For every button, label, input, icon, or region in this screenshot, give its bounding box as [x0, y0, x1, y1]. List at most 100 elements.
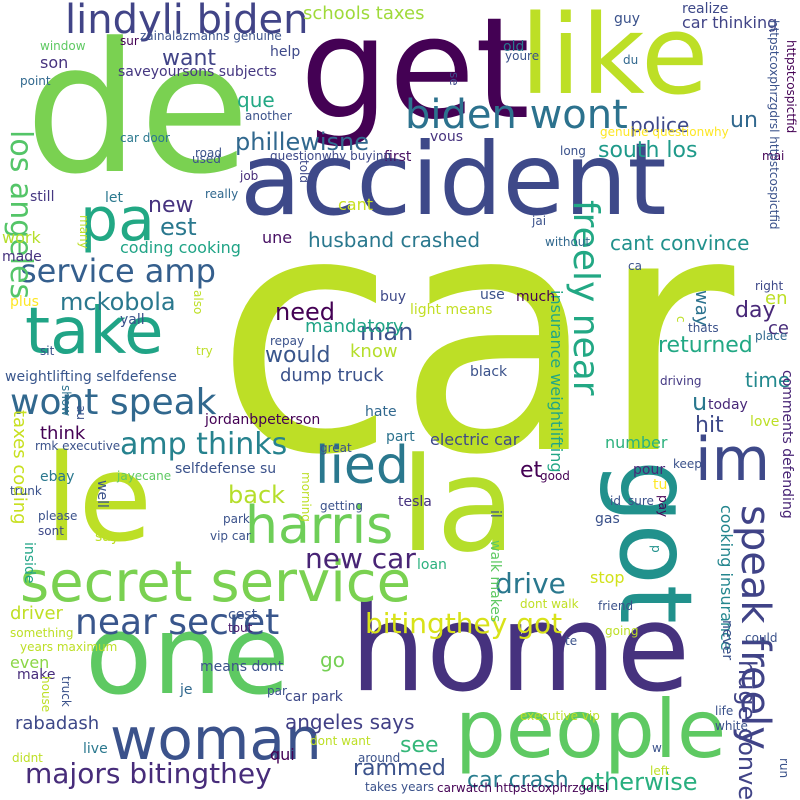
cloud-word: morning: [299, 472, 313, 522]
cloud-word: im: [695, 425, 771, 495]
cloud-word: tesla: [398, 494, 432, 510]
cloud-word: je: [180, 682, 193, 698]
cloud-word: phillewisne: [235, 128, 369, 156]
cloud-word: car thinking: [682, 13, 778, 32]
cloud-word: rammed: [353, 756, 446, 781]
cloud-word: life: [715, 704, 734, 718]
cloud-word: wont speak: [10, 382, 217, 423]
cloud-word: que: [237, 88, 275, 112]
cloud-word: take: [25, 295, 164, 369]
cloud-word: car park: [285, 689, 343, 705]
cloud-word: coding cooking: [120, 238, 241, 257]
cloud-word: left: [650, 764, 670, 778]
cloud-word: schools taxes: [303, 3, 425, 24]
cloud-word: du: [623, 53, 639, 67]
cloud-word: house: [39, 676, 53, 713]
cloud-word: se: [447, 72, 461, 86]
cloud-word: de: [25, 5, 250, 214]
cloud-word: go: [320, 648, 345, 672]
cloud-word: est: [160, 213, 197, 241]
cloud-word: right: [755, 279, 784, 293]
cloud-word: service amp: [20, 252, 216, 290]
cloud-word: gas: [595, 511, 620, 527]
cloud-word: harris: [245, 496, 394, 556]
cloud-word: majors bitingthey: [25, 757, 272, 790]
cloud-word: job: [240, 169, 259, 183]
cloud-word: live: [83, 741, 108, 757]
cloud-word: dont walk: [520, 597, 579, 611]
cloud-word: another: [245, 109, 292, 123]
cloud-word: friend: [598, 599, 634, 613]
cloud-word: comments defending: [779, 370, 795, 519]
cloud-word: guy: [614, 11, 641, 27]
cloud-word: see: [400, 733, 439, 758]
cloud-word: freely near: [565, 200, 606, 396]
cloud-word: didnt: [12, 751, 43, 765]
cloud-word: insurance weightlifting: [547, 290, 566, 473]
cloud-word: jordanbpeterson: [205, 412, 321, 428]
cloud-word: road: [195, 146, 222, 160]
cloud-word: secret service: [20, 550, 412, 615]
cloud-word: run: [777, 758, 791, 779]
cloud-word: un: [730, 108, 758, 133]
cloud-word: id: [610, 494, 621, 508]
cloud-word: saveyoursons subjects: [118, 64, 277, 80]
cloud-word: around: [358, 751, 401, 765]
cloud-word: youre: [505, 49, 540, 63]
cloud-word: hate: [365, 404, 397, 420]
cloud-word: car crash: [467, 768, 569, 793]
cloud-word: use: [480, 287, 505, 303]
cloud-word: amp thinks: [120, 427, 288, 462]
cloud-word: cant convince: [610, 231, 750, 255]
cloud-word: getting: [320, 499, 363, 513]
cloud-word: pour: [633, 462, 666, 478]
cloud-word: mai: [762, 149, 785, 163]
cloud-word: repay: [270, 334, 305, 348]
cloud-word: driving: [660, 374, 702, 388]
cloud-word: know: [350, 341, 398, 362]
cloud-word: light means: [410, 302, 493, 318]
cloud-word: new car: [305, 542, 416, 575]
cloud-word: something: [10, 626, 74, 640]
cloud-word: time: [745, 368, 791, 392]
cloud-word: carwatch httpstcoxphrzgdrsl: [437, 781, 609, 795]
cloud-word: place: [755, 329, 788, 343]
cloud-word: jayecane: [117, 469, 172, 483]
cloud-word: means dont: [200, 659, 284, 675]
cloud-word: told: [297, 160, 311, 183]
cloud-word: let: [105, 190, 123, 206]
cloud-word: rmk executive: [35, 439, 121, 453]
cloud-word: trunk: [10, 484, 42, 498]
cloud-word: returned: [658, 333, 753, 358]
cloud-word: ce: [768, 318, 789, 339]
cloud-word: window: [40, 39, 86, 53]
cloud-word: biden wont: [405, 92, 628, 138]
cloud-word: au: [74, 405, 88, 420]
cloud-word: thats: [688, 321, 719, 335]
cloud-word: south los: [598, 138, 698, 163]
cloud-word: sur: [120, 34, 139, 48]
cloud-word: walk makes: [487, 540, 503, 623]
cloud-word: genuine questionwhy: [600, 125, 729, 139]
cloud-word: et: [520, 458, 543, 483]
cloud-word: u: [692, 388, 708, 416]
cloud-word: old: [503, 39, 525, 55]
cloud-word: good: [540, 469, 570, 483]
cloud-word: point: [20, 74, 51, 88]
cloud-word: en: [765, 288, 788, 309]
cloud-word: httpstcoxphrzgdrsl httpstcospictfid: [767, 20, 781, 230]
cloud-word: pa: [80, 185, 155, 255]
cloud-word: back: [228, 481, 286, 509]
cloud-word: years maximum: [20, 640, 118, 654]
cloud-word: could: [745, 631, 778, 645]
cloud-word: tu: [653, 477, 668, 493]
cloud-word: selfdefense su: [175, 461, 277, 477]
cloud-word: love: [750, 414, 780, 430]
cloud-word: cant: [338, 195, 374, 214]
cloud-word: accident: [240, 121, 667, 238]
cloud-word: get: [300, 0, 530, 151]
cloud-word: loan: [417, 557, 447, 573]
cloud-word: son: [40, 53, 69, 72]
cloud-word: cest: [228, 607, 258, 623]
cloud-word: help: [270, 44, 301, 60]
